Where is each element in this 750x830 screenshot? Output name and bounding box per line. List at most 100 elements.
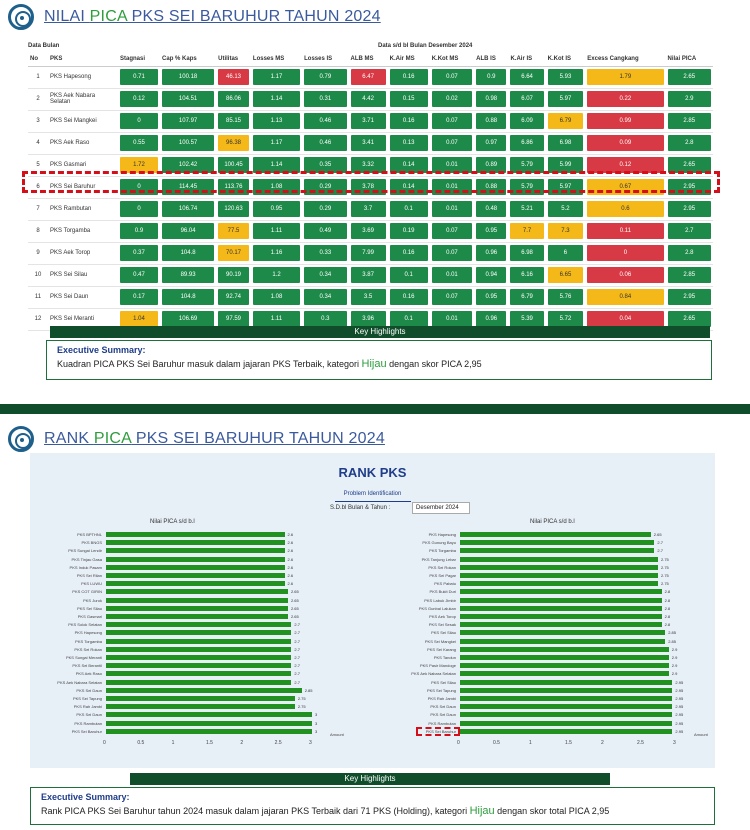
cell-value: 2.95 <box>667 201 711 217</box>
table-cell: 70.17 <box>216 242 251 265</box>
column-header: K.Kot IS <box>545 52 586 67</box>
cell-value: 1.17 <box>252 69 301 85</box>
bar-value: 2.7 <box>657 548 663 554</box>
cell-value: 6.98 <box>510 245 544 261</box>
bar-label: PKS Sei Daun <box>76 712 102 718</box>
bar-value: 2.6 <box>287 548 294 554</box>
exec-text: Kuadran PICA PKS Sei Baruhur masuk dalam… <box>57 358 701 370</box>
bar <box>106 638 292 644</box>
axis-unit: Amount <box>330 732 344 737</box>
table-cell: 0.01 <box>429 198 475 221</box>
cell-value: 92.74 <box>218 289 249 305</box>
axis-tick: 0.5 <box>493 740 500 746</box>
cell-value: 0.96 <box>476 311 507 327</box>
table-cell: 7.7 <box>508 220 546 243</box>
cell-value: 0.35 <box>304 157 347 173</box>
table-cell: 0.07 <box>429 220 475 243</box>
bar <box>460 564 658 570</box>
section2-title-row: RANK PICA PKS SEI BARUHUR TAHUN 2024 <box>0 424 750 454</box>
exec-text-b: dengan skor PICA 2,95 <box>386 359 482 369</box>
bar <box>460 605 662 611</box>
bar-label: PKS Sei Baruhur <box>71 728 102 734</box>
cell-value: 3.87 <box>350 267 386 283</box>
bar-label: PKS Pasir Mandoge <box>419 663 456 669</box>
section1-title: NILAI PICA PKS SEI BARUHUR TAHUN 2024 <box>44 8 381 26</box>
column-header: K.Air MS <box>387 52 430 67</box>
cell-value: 6.16 <box>510 267 544 283</box>
table-cell: 2.9 <box>665 88 713 111</box>
bar-value: 2.6 <box>287 581 294 587</box>
table-cell: 1.17 <box>250 66 303 89</box>
table-cell: 0.29 <box>302 198 349 221</box>
bar-label: PKS BNGS <box>81 540 102 546</box>
cell-value: 1.13 <box>252 113 301 129</box>
cell-value: 0.15 <box>389 91 428 107</box>
table-cell: 0.07 <box>429 286 475 309</box>
bar-label: PKS Sei Tapung <box>426 687 456 693</box>
axis-unit: Amount <box>694 732 708 737</box>
table-cell: 0.46 <box>302 110 349 133</box>
cell-value: 96.38 <box>218 135 249 151</box>
sd-select[interactable]: Desember 2024 <box>412 502 470 514</box>
cell-value: 86.06 <box>218 91 249 107</box>
cell-value: 2.65 <box>667 69 711 85</box>
table-cell: 5.39 <box>508 308 546 331</box>
pks-name: PKS Rambutan <box>48 198 118 221</box>
cell-value: 0.94 <box>476 267 507 283</box>
bar-label: PKS Rambutan <box>74 720 102 726</box>
bar <box>106 728 312 734</box>
target-icon <box>8 4 34 30</box>
cell-value: 3.5 <box>350 289 386 305</box>
bar-label: PKS Sei Pagar <box>429 573 456 578</box>
cell-value: 6.07 <box>510 91 544 107</box>
cell-value: 7.3 <box>547 223 584 239</box>
table-cell: 5.97 <box>545 88 586 111</box>
cell-value: 1.72 <box>120 157 159 173</box>
table-cell: 100.57 <box>160 132 217 155</box>
table-cell: 104.8 <box>160 242 217 265</box>
table-cell: 2.85 <box>665 110 713 133</box>
pks-name: PKS Sei Daun <box>48 286 118 309</box>
row-number: 5 <box>28 154 48 177</box>
table-cell: 0.33 <box>302 242 349 265</box>
table-cell: 0.17 <box>118 286 161 309</box>
cell-value: 2.95 <box>667 289 711 305</box>
bar <box>106 655 292 660</box>
bar-label: PKS Sungai Lendir <box>68 548 102 554</box>
bar-value: 2.9 <box>671 655 678 660</box>
table-cell: 6.98 <box>508 242 546 265</box>
bar-label: PKS Hapesong <box>74 630 102 636</box>
cell-value: 6.79 <box>510 289 544 305</box>
title-highlight: PICA <box>89 8 127 25</box>
exec-text-hl: Hijau <box>469 805 495 817</box>
table-cell: 2.65 <box>665 154 713 177</box>
data-bulan-label: Data Bulan <box>28 43 60 49</box>
table-row: 3 PKS Sei Mangkei 0 107.97 85.15 1.13 0.46 3.71… <box>28 110 713 133</box>
cell-value: 2.9 <box>667 91 711 107</box>
bar <box>460 728 673 734</box>
cell-value: 0.96 <box>476 245 507 261</box>
table-cell: 6.98 <box>545 132 586 155</box>
bar-value: 2.85 <box>668 638 676 644</box>
section2-title: RANK PICA PKS SEI BARUHUR TAHUN 2024 <box>44 430 385 448</box>
column-header: Stagnasi <box>118 52 161 67</box>
bar <box>106 605 288 611</box>
table-row: 5 PKS Gasmari 1.72 102.42 100.45 1.14 0.35 3.32… <box>28 154 713 177</box>
cell-value: 0.01 <box>431 157 473 173</box>
table-cell: 0.71 <box>118 66 161 89</box>
table-cell: 0.9 <box>118 220 161 243</box>
cell-value: 6.79 <box>547 113 584 129</box>
bar-label: PKS Torgamba <box>429 548 456 554</box>
cell-value: 70.17 <box>218 245 249 261</box>
bar-value: 2.75 <box>661 556 669 562</box>
cell-value: 0.1 <box>389 201 428 217</box>
bar-value: 2.65 <box>290 605 299 611</box>
bar-value: 2.7 <box>294 671 300 677</box>
cell-value: 0.99 <box>587 113 664 129</box>
bar <box>106 687 302 693</box>
table-row: 8 PKS Torgamba 0.9 96.04 77.5 1.11 0.49 3.69 0.1… <box>28 220 713 243</box>
bar-label: PKS Pabatu <box>434 581 456 587</box>
cell-value: 0.07 <box>431 289 473 305</box>
table-cell: 46.13 <box>216 66 251 89</box>
row-number: 4 <box>28 132 48 155</box>
